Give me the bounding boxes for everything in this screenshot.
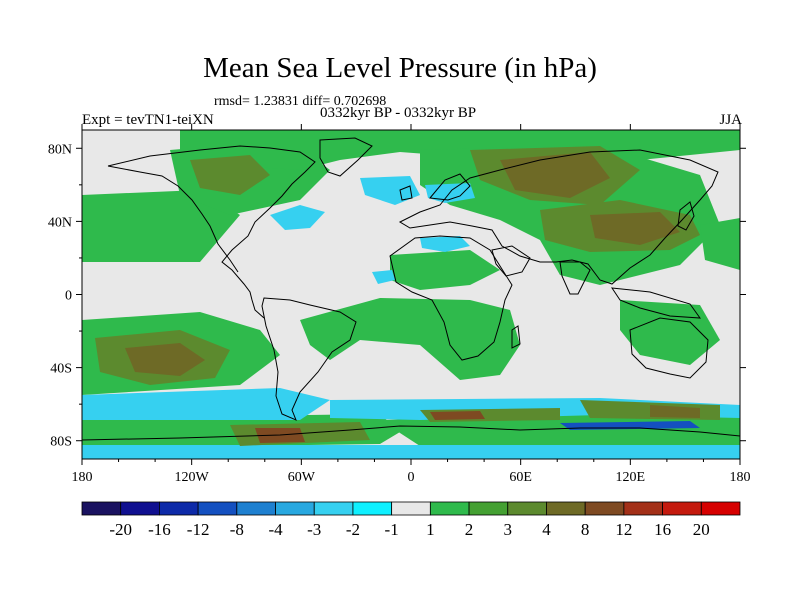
- colorbar-swatch: [623, 501, 663, 516]
- colorbar-label: -20: [109, 520, 132, 539]
- coastlines: [82, 137, 740, 441]
- x-tick-label: 120E: [616, 470, 646, 485]
- colorbar-label: 4: [542, 520, 551, 539]
- x-tick-label: 120W: [175, 470, 210, 485]
- y-tick-label: 40S: [50, 362, 72, 377]
- colorbar-label: -4: [268, 520, 283, 539]
- x-tick-label: 60E: [509, 470, 532, 485]
- greenland-coast: [319, 137, 373, 177]
- colorbar-label: -2: [346, 520, 360, 539]
- japan-coast: [677, 201, 695, 231]
- colorbar-swatch: [468, 501, 509, 516]
- india-coast: [559, 261, 591, 295]
- colorbar-label: 8: [581, 520, 590, 539]
- southeast-asia-islands: [610, 287, 702, 319]
- colorbar-label: -3: [307, 520, 321, 539]
- arabia-coast: [491, 245, 531, 277]
- y-tick-label: 80N: [48, 142, 72, 157]
- y-axis-ticks: 80N 40N 0 40S 80S: [48, 142, 746, 450]
- antarctica-coast: [82, 425, 740, 441]
- colorbar-swatch: [662, 501, 702, 516]
- colorbar-swatch: [352, 501, 393, 516]
- north-america-west-coast: [107, 165, 239, 273]
- scandinavia-coast: [429, 173, 471, 201]
- africa-coast: [389, 235, 513, 361]
- colorbar-label: 2: [465, 520, 474, 539]
- season-text: JJA: [719, 112, 742, 128]
- period-text: 0332kyr BP - 0332kyr BP: [320, 105, 477, 121]
- colorbar-label: -8: [230, 520, 244, 539]
- colorbar-swatch: [197, 501, 238, 516]
- australia-coast: [629, 317, 709, 379]
- colorbar-swatch: [584, 501, 625, 516]
- x-tick-label: 60W: [288, 470, 316, 485]
- stats-text: rmsd= 1.23831 diff= 0.702698: [214, 94, 387, 109]
- x-tick-label: 180: [730, 470, 751, 485]
- colorbar-swatch: [700, 501, 741, 516]
- colorbar-swatch: [81, 501, 122, 516]
- colorbar-swatch: [313, 501, 354, 516]
- y-tick-label: 0: [65, 289, 72, 304]
- colorbar-swatch: [236, 501, 276, 516]
- x-tick-label: 0: [408, 470, 415, 485]
- y-tick-label: 40N: [48, 215, 72, 230]
- colorbar-label: -12: [187, 520, 210, 539]
- colorbar-label: 20: [693, 520, 710, 539]
- north-america-coast: [107, 145, 316, 319]
- colorbar-swatch: [391, 501, 431, 516]
- colorbar-label: 1: [426, 520, 435, 539]
- x-axis-ticks: 180 120W 60W 0 60E 120E 180: [72, 124, 751, 485]
- colorbar-label: -1: [385, 520, 399, 539]
- eurasia-coast: [398, 149, 719, 285]
- colorbar-label: 3: [504, 520, 513, 539]
- plot-title: Mean Sea Level Pressure (in hPa): [203, 52, 597, 84]
- strong-positive-anomaly-fields: [95, 146, 720, 446]
- madagascar-coast: [511, 325, 521, 349]
- colorbar-label: 16: [654, 520, 671, 539]
- y-tick-label: 80S: [50, 435, 72, 450]
- colorbar-label: 12: [615, 520, 632, 539]
- colorbar-swatch: [120, 501, 160, 516]
- colorbar-swatch: [275, 501, 315, 516]
- colorbar-swatch: [159, 501, 199, 516]
- colorbar: -20 -16 -12 -8 -4 -3 -2 -1 1 2 3 4 8 12 16 20: [81, 501, 741, 539]
- colorbar-swatch: [507, 501, 547, 516]
- colorbar-swatch: [546, 501, 586, 516]
- experiment-text: Expt = tevTN1-teiXN: [82, 112, 214, 128]
- british-isles-coast: [399, 185, 413, 201]
- south-america-coast: [261, 297, 357, 421]
- colorbar-label: -16: [148, 520, 171, 539]
- map-plot-area: [82, 130, 740, 459]
- colorbar-swatch: [429, 501, 470, 516]
- x-tick-label: 180: [72, 470, 93, 485]
